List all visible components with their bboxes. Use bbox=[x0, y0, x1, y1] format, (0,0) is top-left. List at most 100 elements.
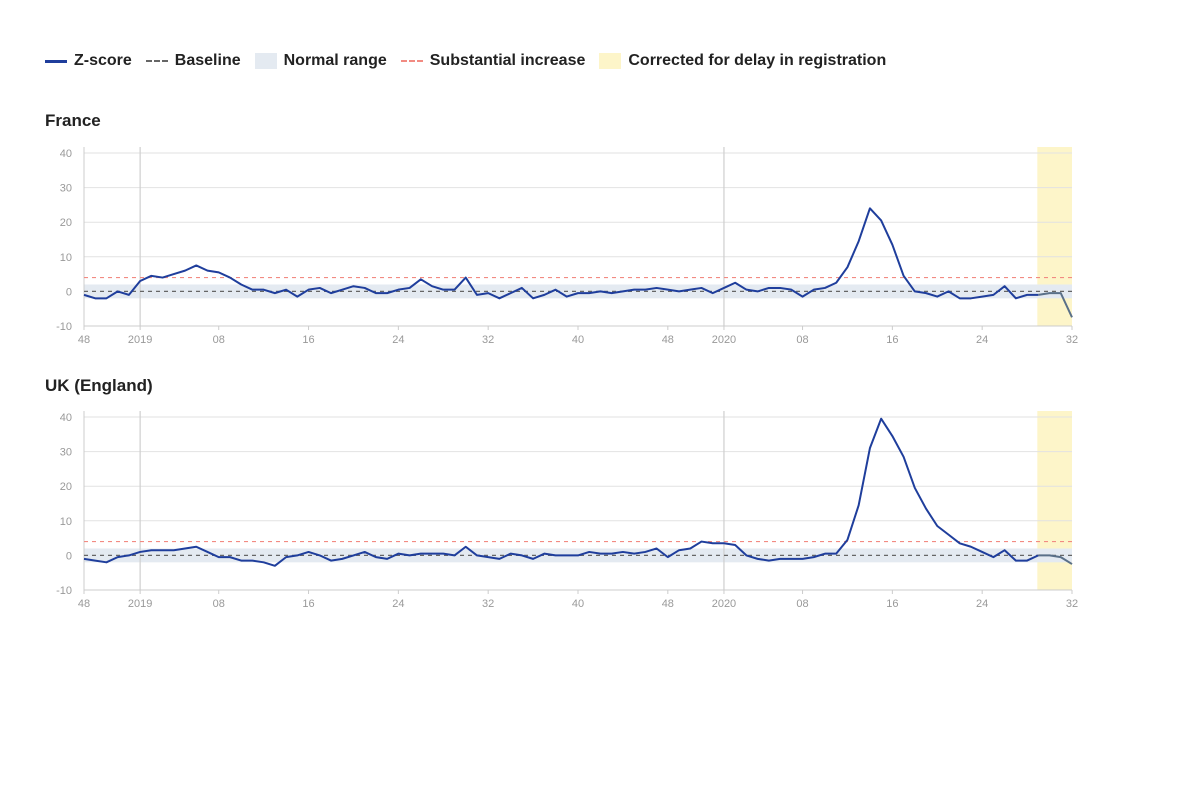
y-tick-label: 30 bbox=[60, 447, 72, 459]
data-point bbox=[844, 537, 850, 543]
x-tick-label: 24 bbox=[976, 598, 988, 610]
data-point bbox=[788, 556, 794, 562]
x-tick-label: 32 bbox=[1066, 598, 1078, 610]
data-point bbox=[946, 532, 952, 538]
data-point bbox=[721, 540, 727, 546]
data-point bbox=[1024, 292, 1030, 298]
data-point bbox=[586, 290, 592, 296]
data-point bbox=[160, 547, 166, 553]
data-point bbox=[699, 539, 705, 545]
corrected-region bbox=[1037, 411, 1072, 590]
data-point bbox=[755, 288, 761, 294]
data-point bbox=[553, 552, 559, 558]
legend-baseline-label: Baseline bbox=[174, 52, 241, 69]
data-point bbox=[564, 294, 570, 300]
data-point bbox=[92, 295, 98, 301]
data-point bbox=[384, 290, 390, 296]
data-point bbox=[216, 269, 222, 275]
data-point bbox=[407, 552, 413, 558]
data-point bbox=[452, 552, 458, 558]
data-point bbox=[115, 288, 121, 294]
data-point bbox=[317, 285, 323, 291]
data-point bbox=[261, 559, 267, 565]
data-point bbox=[833, 551, 839, 557]
x-tick-label: 32 bbox=[1066, 334, 1078, 346]
data-point bbox=[249, 558, 255, 564]
x-tick-label: 48 bbox=[78, 598, 90, 610]
data-point bbox=[811, 287, 817, 293]
data-point bbox=[856, 502, 862, 508]
legend-substantial-increase[interactable]: Substantial increase bbox=[400, 52, 585, 70]
legend-zscore[interactable]: Z-score bbox=[45, 52, 132, 70]
data-point bbox=[687, 545, 693, 551]
data-point bbox=[1047, 552, 1053, 558]
data-point bbox=[912, 288, 918, 294]
legend-normal-range[interactable]: Normal range bbox=[254, 52, 387, 70]
data-point bbox=[687, 287, 693, 293]
data-point bbox=[889, 433, 895, 439]
data-point bbox=[530, 295, 536, 301]
data-point bbox=[227, 275, 233, 281]
x-tick-label: 16 bbox=[302, 598, 314, 610]
x-tick-label: 16 bbox=[886, 334, 898, 346]
data-point bbox=[407, 285, 413, 291]
data-point bbox=[553, 287, 559, 293]
x-tick-label: 32 bbox=[482, 334, 494, 346]
data-point bbox=[710, 540, 716, 546]
zscore-corrected-line bbox=[1038, 292, 1073, 318]
data-point bbox=[395, 287, 401, 293]
x-tick-label: 48 bbox=[662, 598, 674, 610]
zscore-series-line bbox=[83, 207, 1039, 300]
data-point bbox=[968, 544, 974, 550]
y-tick-label: 20 bbox=[60, 217, 72, 229]
data-point bbox=[418, 276, 424, 282]
data-point bbox=[1013, 558, 1019, 564]
legend-corrected[interactable]: Corrected for delay in registration bbox=[599, 52, 886, 70]
data-point bbox=[923, 290, 929, 296]
data-point bbox=[126, 292, 132, 298]
data-point bbox=[743, 552, 749, 558]
data-point bbox=[339, 287, 345, 293]
data-point bbox=[631, 287, 637, 293]
data-point bbox=[508, 551, 514, 557]
y-tick-label: 10 bbox=[60, 252, 72, 264]
x-tick-label: 08 bbox=[213, 334, 225, 346]
data-point bbox=[103, 559, 109, 565]
data-point bbox=[171, 547, 177, 553]
data-point bbox=[811, 554, 817, 560]
substantial-increase-swatch bbox=[400, 60, 423, 62]
data-point bbox=[429, 283, 435, 289]
data-point bbox=[418, 551, 424, 557]
y-tick-label: 10 bbox=[60, 516, 72, 528]
x-tick-label: 08 bbox=[796, 334, 808, 346]
y-tick-label: -10 bbox=[56, 321, 72, 333]
y-tick-label: 40 bbox=[60, 148, 72, 160]
france-chart: 40 30 20 10 0 -10 48 2019 08 16 24 32 40 48 2020 08 16 24… bbox=[56, 147, 1078, 346]
data-point bbox=[463, 544, 469, 550]
data-point bbox=[710, 290, 716, 296]
data-point bbox=[620, 288, 626, 294]
data-point bbox=[699, 285, 705, 291]
x-tick-label: 24 bbox=[976, 334, 988, 346]
data-point bbox=[350, 552, 356, 558]
data-point bbox=[957, 540, 963, 546]
data-point bbox=[160, 275, 166, 281]
data-point bbox=[205, 549, 211, 555]
data-point bbox=[238, 558, 244, 564]
data-point bbox=[878, 416, 884, 422]
data-point bbox=[766, 558, 772, 564]
data-point bbox=[732, 542, 738, 548]
y-tick-label: 30 bbox=[60, 183, 72, 195]
data-point bbox=[844, 264, 850, 270]
data-point bbox=[1035, 292, 1041, 298]
y-tick-label: 40 bbox=[60, 412, 72, 424]
legend-baseline[interactable]: Baseline bbox=[145, 52, 241, 70]
data-point bbox=[362, 285, 368, 291]
x-tick-label: 2019 bbox=[128, 334, 152, 346]
data-point bbox=[530, 556, 536, 562]
data-point bbox=[429, 551, 435, 557]
data-point bbox=[1058, 554, 1064, 560]
data-point bbox=[148, 547, 154, 553]
data-point bbox=[440, 287, 446, 293]
data-point bbox=[1002, 547, 1008, 553]
